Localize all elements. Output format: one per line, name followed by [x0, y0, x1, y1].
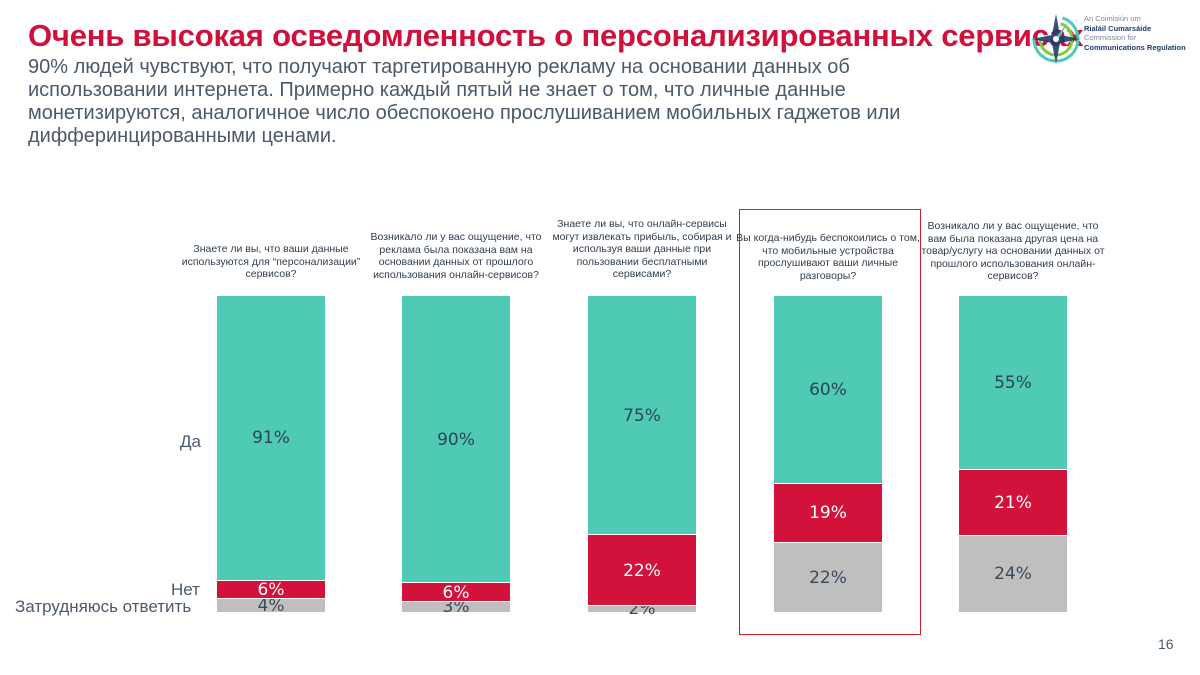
- data-label-no: 6%: [442, 582, 470, 603]
- logo-line1: An Coimisiún um: [1084, 14, 1141, 23]
- row-label-unsure: Затрудняюсь ответить: [15, 597, 192, 616]
- bar-segment-yes: [217, 296, 325, 581]
- logo-line4: Communications Regulation: [1084, 42, 1186, 52]
- row-label-no: Нет: [171, 580, 200, 599]
- data-label-unsure: 4%: [257, 595, 285, 616]
- bar-segment-unsure: [217, 599, 325, 612]
- bar-segment-yes: [588, 296, 696, 536]
- bar: 2% 22% 75%: [588, 296, 696, 619]
- logo-line2: Rialáil Cumarsáide: [1084, 23, 1152, 33]
- bar-segment-no: [402, 583, 510, 603]
- comreg-logo: An Coimisiún um Rialáil Cumarsáide Commi…: [1030, 8, 1190, 70]
- data-label-no: 22%: [623, 560, 661, 581]
- bar-segment-yes: [959, 296, 1067, 470]
- data-label-yes: 60%: [809, 379, 847, 400]
- bar-segment-yes: [774, 296, 882, 484]
- data-label-no: 19%: [809, 503, 847, 524]
- bar: 4% 6% 91%: [217, 296, 325, 616]
- bar-segment-unsure: [402, 602, 510, 612]
- logo-text: An Coimisiún um Rialáil Cumarsáide Commi…: [1084, 14, 1186, 52]
- question-label: Возникало ли у вас ощущение, что вам был…: [921, 220, 1105, 282]
- data-label-yes: 90%: [437, 429, 475, 450]
- question-label: Возникало ли у вас ощущение, что реклама…: [370, 231, 542, 281]
- logo-line3: Commission for: [1084, 33, 1137, 42]
- question-label: Знаете ли вы, что ваши данные используют…: [181, 243, 361, 280]
- question-label: Вы когда-нибудь беспокоились о том, что …: [736, 232, 920, 282]
- slide-subtitle: 90% людей чувствуют, что получают таргет…: [28, 56, 901, 147]
- bar-segment-unsure: [774, 543, 882, 612]
- bar: 24% 21% 55%: [959, 296, 1067, 612]
- data-label-no: 6%: [257, 580, 285, 601]
- data-label-no: 21%: [994, 492, 1032, 513]
- highlight-frame: [739, 209, 921, 635]
- question-label: Знаете ли вы, что онлайн-сервисы могут и…: [552, 218, 732, 280]
- bar-segment-unsure: [588, 605, 696, 612]
- page-number: 16: [1158, 636, 1174, 652]
- bar-segment-no: [588, 535, 696, 606]
- row-label-yes: Да: [180, 432, 201, 451]
- bar: 22% 19% 60%: [774, 296, 882, 612]
- data-label-yes: 91%: [252, 428, 290, 449]
- data-label-yes: 55%: [994, 372, 1032, 393]
- bar-segment-no: [959, 469, 1067, 537]
- bar-segment-yes: [402, 296, 510, 584]
- bar-segment-no: [217, 580, 325, 600]
- data-label-yes: 75%: [623, 405, 661, 426]
- comreg-star-icon: [1032, 14, 1080, 64]
- bar: 3% 6% 90%: [402, 296, 510, 617]
- data-label-unsure: 22%: [809, 567, 847, 588]
- bar-segment-no: [774, 483, 882, 544]
- data-label-unsure: 24%: [994, 564, 1032, 585]
- slide-title: Очень высокая осведомленность о персонал…: [28, 18, 1084, 53]
- bar-segment-unsure: [959, 536, 1067, 612]
